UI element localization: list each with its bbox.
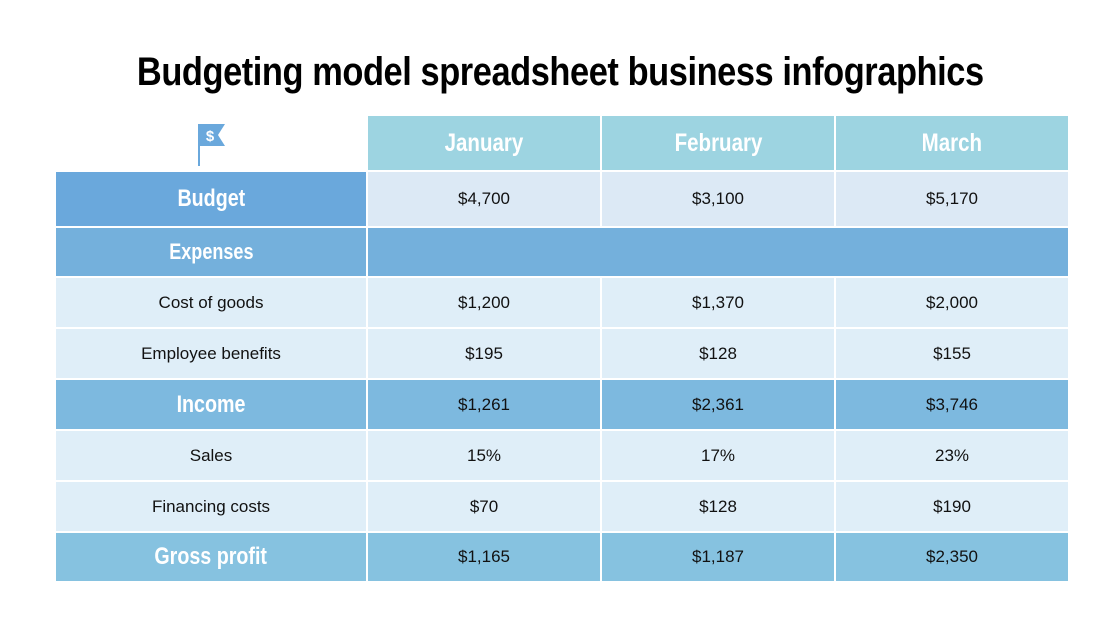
table-cell: $155 bbox=[836, 329, 1068, 378]
column-header-january: January bbox=[368, 116, 600, 170]
row-label: Financing costs bbox=[56, 482, 366, 531]
page-title: Budgeting model spreadsheet business inf… bbox=[0, 50, 1120, 95]
row-label: Income bbox=[56, 380, 366, 429]
table-row-cost-of-goods: Cost of goods $1,200 $1,370 $2,000 bbox=[56, 278, 1068, 327]
dollar-flag-icon: $ bbox=[198, 124, 225, 166]
column-header-march: March bbox=[836, 116, 1068, 170]
svg-text:$: $ bbox=[206, 128, 215, 145]
table-cell: $2,361 bbox=[602, 380, 834, 429]
column-header-february: February bbox=[602, 116, 834, 170]
table-cell: 23% bbox=[836, 431, 1068, 480]
table-cell: $128 bbox=[602, 329, 834, 378]
table-cell: $190 bbox=[836, 482, 1068, 531]
table-cell: $4,700 bbox=[368, 172, 600, 226]
table-cell: $128 bbox=[602, 482, 834, 531]
budget-table: $ January February March Budget $4,700 $… bbox=[56, 116, 1068, 583]
table-cell: 17% bbox=[602, 431, 834, 480]
row-label: Gross profit bbox=[56, 533, 366, 581]
row-label: Cost of goods bbox=[56, 278, 366, 327]
row-label: Expenses bbox=[56, 228, 366, 276]
table-cell: $1,187 bbox=[602, 533, 834, 581]
table-row-budget: Budget $4,700 $3,100 $5,170 bbox=[56, 172, 1068, 226]
table-cell: $2,350 bbox=[836, 533, 1068, 581]
column-label: January bbox=[444, 128, 524, 157]
table-cell: $195 bbox=[368, 329, 600, 378]
table-cell: $3,746 bbox=[836, 380, 1068, 429]
table-row-financing-costs: Financing costs $70 $128 $190 bbox=[56, 482, 1068, 531]
table-header-row: $ January February March bbox=[56, 116, 1068, 170]
section-band bbox=[368, 228, 1068, 276]
column-label: March bbox=[921, 128, 983, 157]
row-label: Employee benefits bbox=[56, 329, 366, 378]
table-cell: $3,100 bbox=[602, 172, 834, 226]
table-row-employee-benefits: Employee benefits $195 $128 $155 bbox=[56, 329, 1068, 378]
table-row-income: Income $1,261 $2,361 $3,746 bbox=[56, 380, 1068, 429]
table-cell: $1,200 bbox=[368, 278, 600, 327]
table-cell: $1,165 bbox=[368, 533, 600, 581]
table-row-sales: Sales 15% 17% 23% bbox=[56, 431, 1068, 480]
table-cell: $1,261 bbox=[368, 380, 600, 429]
table-row-gross-profit: Gross profit $1,165 $1,187 $2,350 bbox=[56, 533, 1068, 581]
table-row-expenses: Expenses bbox=[56, 228, 1068, 276]
corner-cell: $ bbox=[56, 116, 366, 170]
title-text: Budgeting model spreadsheet business inf… bbox=[136, 50, 984, 94]
column-label: February bbox=[674, 128, 762, 157]
table-cell: $5,170 bbox=[836, 172, 1068, 226]
row-label: Sales bbox=[56, 431, 366, 480]
table-cell: 15% bbox=[368, 431, 600, 480]
table-cell: $70 bbox=[368, 482, 600, 531]
table-cell: $2,000 bbox=[836, 278, 1068, 327]
table-cell: $1,370 bbox=[602, 278, 834, 327]
row-label: Budget bbox=[56, 172, 366, 226]
